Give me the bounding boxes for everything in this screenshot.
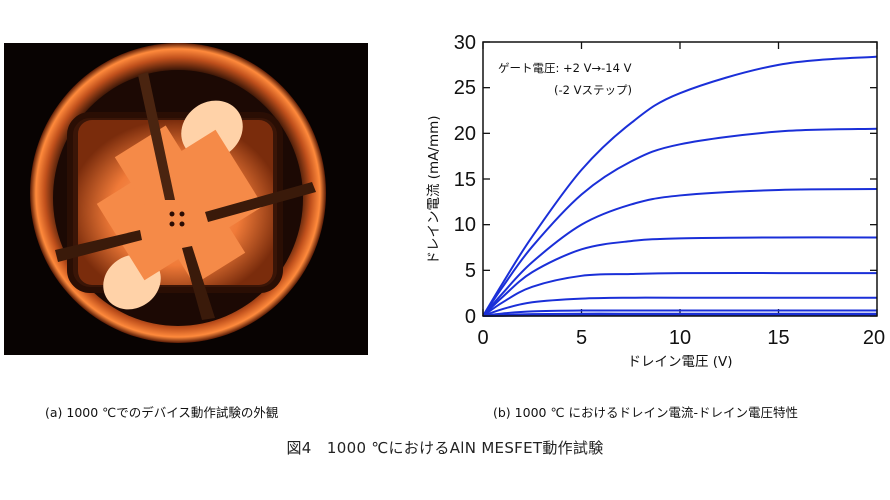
ytick-label: 25 bbox=[454, 77, 476, 99]
ytick-label: 15 bbox=[454, 169, 476, 191]
figure-title: 図4 1000 ℃におけるAlN MESFET動作試験 bbox=[286, 439, 604, 457]
id-vd-curve-5 bbox=[482, 272, 877, 317]
iv-chart: 0 5 10 15 20 25 30 0 5 10 15 20 ドレイン電圧 (… bbox=[426, 32, 885, 370]
ytick-label: 5 bbox=[465, 260, 476, 282]
step-annotation: (-2 Vステップ) bbox=[554, 83, 632, 97]
axis-ticks bbox=[482, 41, 878, 317]
curves bbox=[482, 55, 878, 317]
id-vd-curve-6 bbox=[482, 296, 877, 317]
furnace-photo bbox=[4, 43, 368, 355]
id-vd-curve-2 bbox=[482, 127, 878, 317]
id-vd-curve-1 bbox=[482, 55, 878, 317]
ytick-label: 0 bbox=[465, 306, 476, 328]
xtick-label: 15 bbox=[767, 327, 789, 349]
ytick-label: 20 bbox=[454, 123, 476, 145]
xtick-label: 5 bbox=[576, 327, 587, 349]
xtick-label: 10 bbox=[669, 327, 691, 349]
photo-caption: (a) 1000 ℃でのデバイス動作試験の外観 bbox=[45, 405, 279, 420]
ytick-label: 30 bbox=[454, 32, 476, 54]
y-axis-label: ドレイン電流 (mA/mm) bbox=[426, 115, 442, 264]
id-vd-curve-7 bbox=[482, 309, 877, 317]
gate-voltage-annotation: ゲート電圧: +2 V→-14 V bbox=[498, 61, 632, 75]
id-vd-curve-4 bbox=[482, 236, 878, 317]
ytick-label: 10 bbox=[454, 214, 476, 236]
chart-caption: (b) 1000 ℃ におけるドレイン電流-ドレイン電圧特性 bbox=[493, 405, 798, 420]
id-vd-curve-3 bbox=[482, 188, 878, 317]
xtick-label: 20 bbox=[863, 327, 885, 349]
xtick-label: 0 bbox=[477, 327, 488, 349]
x-axis-label: ドレイン電圧 (V) bbox=[627, 354, 732, 370]
plot-frame bbox=[482, 41, 878, 317]
